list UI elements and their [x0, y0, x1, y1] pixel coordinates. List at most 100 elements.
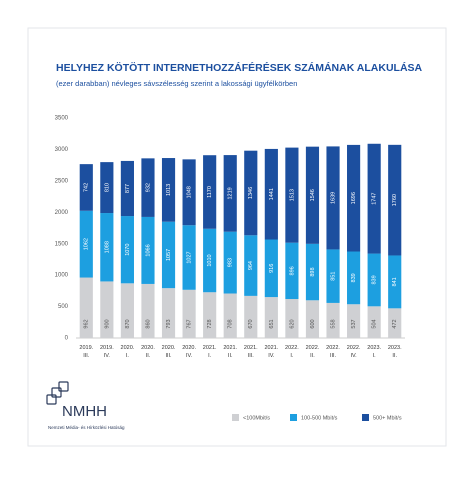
x-tick-label: 2019. IV. [100, 345, 114, 359]
bar-segment [305, 243, 320, 301]
x-tick-label: 2022. III. [326, 345, 340, 359]
bar-segment [203, 292, 217, 338]
value-label: 877 [125, 184, 131, 193]
bar-segment [264, 148, 278, 240]
bar-segment [120, 216, 134, 284]
bar-segment [244, 235, 258, 296]
value-label: 1747 [372, 193, 378, 205]
value-label: 742 [84, 183, 90, 192]
value-label: 1088 [104, 241, 110, 253]
bar-segment [161, 221, 176, 289]
value-label: 839 [372, 275, 378, 284]
value-label: 1070 [125, 244, 131, 256]
legend-swatch [362, 414, 369, 421]
y-tick-label: 3000 [55, 147, 69, 153]
x-tick-label: 2023. II. [388, 345, 402, 359]
logo [46, 381, 69, 405]
value-label: 1010 [207, 254, 213, 266]
value-label: 1219 [228, 187, 234, 199]
x-tick-label: 2021. II. [223, 345, 237, 359]
x-tick-label: 2020. II. [141, 345, 155, 359]
bar-segment [79, 164, 93, 211]
value-label: 1441 [269, 188, 275, 200]
bar-segment [182, 225, 196, 290]
value-label: 900 [104, 319, 110, 328]
bar-segment [285, 242, 299, 300]
bar-segment [161, 288, 176, 338]
bar-segment [182, 159, 196, 226]
value-label: 860 [145, 319, 151, 328]
bar-segment [100, 162, 114, 214]
bar-segment [347, 251, 361, 305]
bar-segment [326, 146, 340, 250]
legend-label: 500+ Mbit/s [373, 415, 402, 421]
value-label: 1696 [351, 192, 357, 204]
logo-text: Nemzeti Média- és Hírközlési Hatóság [48, 425, 125, 430]
bar-segment [244, 295, 258, 338]
y-tick-label: 2500 [55, 178, 69, 184]
bar-segment [100, 213, 114, 282]
y-tick-label: 1500 [55, 241, 69, 247]
value-label: 1170 [207, 186, 213, 198]
y-tick-label: 3500 [55, 116, 69, 122]
logo-name: NMHH [62, 403, 107, 420]
value-label: 916 [269, 264, 275, 273]
value-label: 620 [289, 319, 295, 328]
value-label: 870 [125, 319, 131, 328]
bar-segment [388, 144, 402, 256]
legend-label: 100-500 Mbit/s [301, 415, 338, 421]
value-label: 851 [330, 272, 336, 281]
bar-segment [223, 155, 237, 232]
legend-swatch [290, 414, 297, 421]
x-tick-label: 2020. IV. [182, 345, 196, 359]
value-label: 708 [228, 319, 234, 328]
x-tick-label: 2019. III. [79, 345, 93, 359]
bar-segment [203, 155, 217, 229]
bar-segment [203, 228, 217, 293]
bar-segment [367, 306, 381, 338]
value-label: 1513 [289, 189, 295, 201]
x-tick-label: 2020. III. [162, 345, 176, 359]
value-label: 841 [392, 277, 398, 286]
y-tick-label: 0 [65, 336, 69, 342]
bar-segment [367, 253, 381, 307]
x-tick-label: 2020. I. [121, 345, 135, 359]
bar-segment [244, 150, 258, 236]
x-tick-label: 2021. III. [244, 345, 258, 359]
bar-segment [141, 216, 155, 284]
value-label: 1062 [84, 238, 90, 250]
legend-swatch [232, 414, 239, 421]
value-label: 1066 [145, 244, 151, 256]
bar-segment [305, 146, 320, 244]
bar-segment [326, 249, 340, 303]
value-label: 810 [104, 183, 110, 192]
value-label: 896 [289, 266, 295, 275]
value-label: 964 [248, 261, 254, 270]
value-label: 1546 [310, 189, 316, 201]
chart-title: HELYHEZ KÖTÖTT INTERNETHOZZÁFÉRÉSEK SZÁM… [56, 61, 423, 74]
value-label: 793 [166, 319, 172, 328]
bar-segment [223, 293, 237, 338]
bar-segment [141, 283, 155, 338]
bar-segment [264, 239, 278, 298]
bar-segment [388, 308, 402, 338]
bar-segment [285, 299, 299, 338]
x-tick-label: 2021. IV. [264, 345, 278, 359]
bar-segment [120, 160, 134, 217]
bar-segment [305, 300, 320, 338]
x-tick-label: 2021. I. [203, 345, 217, 359]
value-label: 537 [351, 319, 357, 328]
value-label: 600 [310, 319, 316, 328]
value-label: 1760 [392, 194, 398, 206]
bar-segment [367, 143, 381, 254]
value-label: 839 [351, 273, 357, 282]
bar-segment [120, 283, 134, 338]
value-label: 1057 [166, 249, 172, 261]
bar-segment [264, 297, 278, 338]
x-tick-label: 2022. I. [285, 345, 299, 359]
y-tick-label: 1000 [55, 273, 69, 279]
bar-segment [79, 277, 93, 338]
value-label: 1013 [166, 184, 172, 196]
bar-segment [182, 289, 196, 338]
value-label: 962 [84, 319, 90, 328]
